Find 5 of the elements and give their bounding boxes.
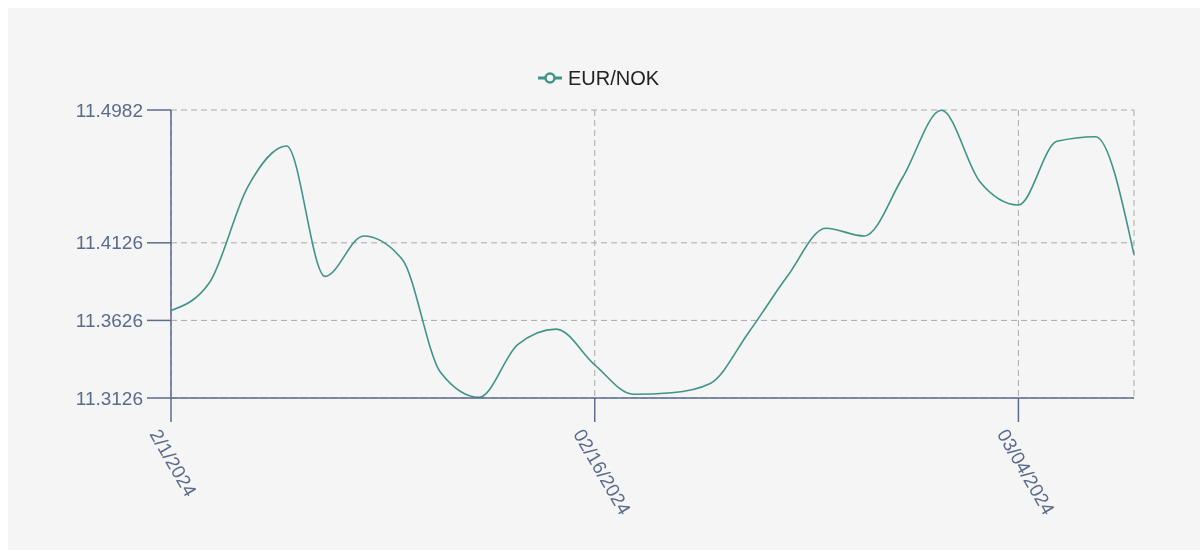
- y-tick-label: 11.3126: [75, 387, 143, 409]
- y-tick-label: 11.4982: [75, 99, 143, 121]
- y-tick-label: 11.4126: [75, 232, 143, 254]
- y-tick-label: 11.3626: [75, 310, 143, 332]
- legend-label: EUR/NOK: [568, 67, 660, 89]
